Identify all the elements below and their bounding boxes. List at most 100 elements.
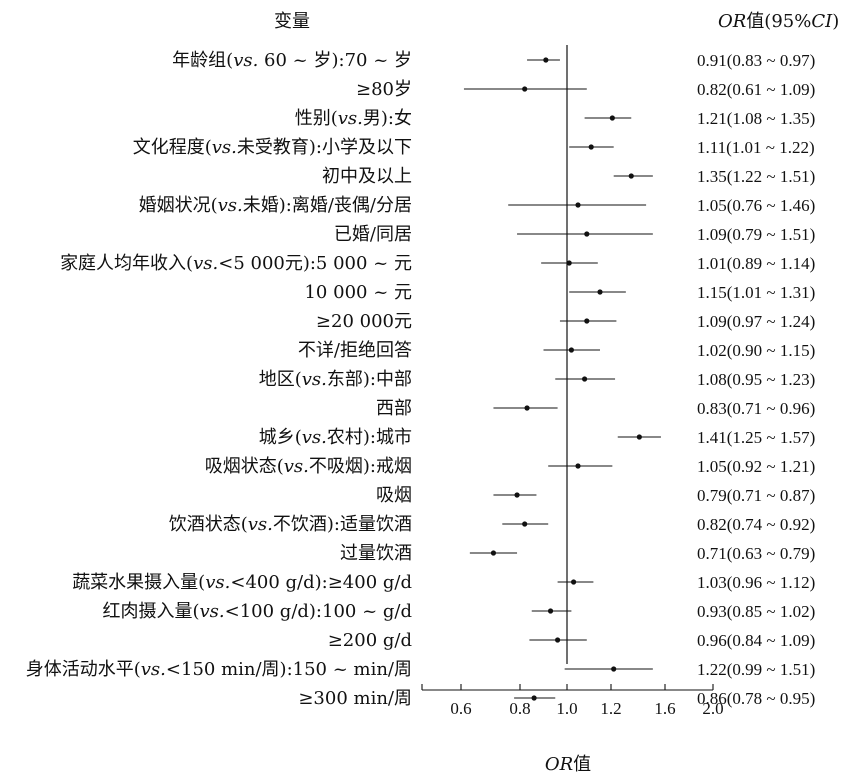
row-label: 家庭人均年收入(vs.<5 000元):5 000 ~ 元 — [60, 253, 412, 274]
or-ci-value: 1.01(0.89 ~ 1.14) — [697, 254, 815, 273]
or-point — [582, 376, 588, 382]
forest-row: ≥200 g/d 0.96(0.84 ~ 1.09) — [328, 630, 816, 651]
x-axis-title: OR值 — [545, 754, 591, 775]
row-label: 西部 — [376, 398, 412, 419]
or-ci-value: 1.09(0.97 ~ 1.24) — [697, 312, 815, 331]
or-ci-header-mid: 值(95% — [746, 11, 811, 32]
x-axis-title-or: OR — [545, 754, 573, 775]
or-point — [543, 57, 549, 63]
row-label: 吸烟 — [376, 485, 412, 506]
variable-column-header: 变量 — [274, 11, 310, 32]
row-label: ≥200 g/d — [328, 630, 412, 651]
or-ci-value: 0.71(0.63 ~ 0.79) — [697, 544, 815, 563]
or-ci-value: 0.86(0.78 ~ 0.95) — [697, 689, 815, 708]
row-label: 蔬菜水果摄入量(vs.<400 g/d):≥400 g/d — [72, 572, 412, 593]
or-point — [524, 405, 530, 411]
or-ci-value: 1.03(0.96 ~ 1.12) — [697, 573, 815, 592]
forest-row: 吸烟状态(vs.不吸烟):戒烟 1.05(0.92 ~ 1.21) — [205, 456, 816, 477]
or-ci-value: 1.41(1.25 ~ 1.57) — [697, 428, 815, 447]
forest-rows: 年龄组(vs. 60 ~ 岁):70 ~ 岁 0.91(0.83 ~ 0.97) ≥… — [26, 45, 816, 709]
or-point — [514, 492, 520, 498]
forest-row: 10 000 ~ 元 1.15(1.01 ~ 1.31) — [304, 282, 815, 303]
forest-row: 饮酒状态(vs.不饮酒):适量饮酒 0.82(0.74 ~ 0.92) — [169, 514, 816, 535]
or-point — [555, 637, 561, 643]
or-ci-header-suffix: ) — [832, 11, 839, 32]
or-ci-value: 1.15(1.01 ~ 1.31) — [697, 283, 815, 302]
or-ci-value: 0.93(0.85 ~ 1.02) — [697, 602, 815, 621]
or-point — [568, 347, 575, 353]
row-label: 年龄组(vs. 60 ~ 岁):70 ~ 岁 — [172, 50, 412, 71]
forest-row: 文化程度(vs.未受教育):小学及以下 1.11(1.01 ~ 1.22) — [133, 137, 815, 158]
or-ci-header-ci: CI — [811, 11, 833, 32]
or-point — [490, 550, 497, 556]
forest-row: 年龄组(vs. 60 ~ 岁):70 ~ 岁 0.91(0.83 ~ 0.97) — [172, 50, 815, 71]
forest-row: 红肉摄入量(vs.<100 g/d):100 ~ g/d 0.93(0.85 ~ … — [102, 601, 815, 622]
or-ci-value: 1.05(0.92 ~ 1.21) — [697, 457, 815, 476]
or-point — [597, 289, 603, 295]
row-label: 饮酒状态(vs.不饮酒):适量饮酒 — [169, 514, 412, 535]
row-label: ≥80岁 — [356, 79, 412, 100]
or-point — [628, 173, 634, 179]
row-label: 红肉摄入量(vs.<100 g/d):100 ~ g/d — [102, 601, 412, 622]
or-point — [575, 463, 581, 469]
or-ci-value: 1.08(0.95 ~ 1.23) — [697, 370, 815, 389]
or-ci-value: 0.96(0.84 ~ 1.09) — [697, 631, 815, 650]
forest-row: 蔬菜水果摄入量(vs.<400 g/d):≥400 g/d 1.03(0.96 ~… — [72, 572, 815, 593]
or-ci-value: 1.02(0.90 ~ 1.15) — [697, 341, 815, 360]
forest-row: ≥300 min/周 0.86(0.78 ~ 0.95) — [298, 688, 815, 709]
row-label: 城乡(vs.农村):城市 — [259, 427, 412, 448]
or-point — [611, 666, 617, 672]
or-point — [636, 434, 642, 440]
or-ci-value: 1.09(0.79 ~ 1.51) — [697, 225, 815, 244]
x-tick-label: 2.0 — [702, 699, 723, 718]
forest-row: 已婚/同居 1.09(0.79 ~ 1.51) — [334, 224, 815, 245]
x-tick-label: 0.6 — [450, 699, 471, 718]
or-ci-column-header: OR值(95%CI) — [718, 11, 839, 32]
forest-row: 身体活动水平(vs.<150 min/周):150 ~ min/周 1.22(0.… — [26, 659, 816, 680]
row-label: 婚姻状况(vs.未婚):离婚/丧偶/分居 — [139, 195, 412, 216]
or-ci-value: 1.21(1.08 ~ 1.35) — [697, 109, 815, 128]
or-ci-value: 0.83(0.71 ~ 0.96) — [697, 399, 815, 418]
forest-row: 性别(vs.男):女 1.21(1.08 ~ 1.35) — [295, 108, 816, 129]
or-ci-value: 1.05(0.76 ~ 1.46) — [697, 196, 815, 215]
or-ci-header-or: OR — [718, 11, 746, 32]
row-label: 性别(vs.男):女 — [295, 108, 412, 129]
row-label: 不详/拒绝回答 — [298, 340, 412, 361]
or-point — [522, 86, 528, 92]
row-label: 地区(vs.东部):中部 — [259, 369, 412, 390]
forest-row: 吸烟 0.79(0.71 ~ 0.87) — [376, 485, 815, 506]
x-tick-label: 1.6 — [654, 699, 675, 718]
row-label: 过量饮酒 — [340, 543, 412, 564]
forest-row: ≥20 000元 1.09(0.97 ~ 1.24) — [316, 311, 815, 332]
x-tick-label: 0.8 — [509, 699, 530, 718]
x-tick-label: 1.2 — [600, 699, 621, 718]
or-ci-value: 0.79(0.71 ~ 0.87) — [697, 486, 815, 505]
or-ci-value: 1.11(1.01 ~ 1.22) — [697, 138, 815, 157]
forest-row: 家庭人均年收入(vs.<5 000元):5 000 ~ 元 1.01(0.89 ~… — [60, 253, 815, 274]
or-ci-value: 0.91(0.83 ~ 0.97) — [697, 51, 815, 70]
forest-row: ≥80岁 0.82(0.61 ~ 1.09) — [356, 79, 815, 100]
or-point — [609, 115, 615, 121]
row-label: 吸烟状态(vs.不吸烟):戒烟 — [205, 456, 412, 477]
forest-row: 不详/拒绝回答 1.02(0.90 ~ 1.15) — [298, 340, 815, 361]
or-point — [531, 695, 537, 701]
or-point — [571, 579, 577, 585]
forest-row: 地区(vs.东部):中部 1.08(0.95 ~ 1.23) — [259, 369, 816, 390]
x-axis: 0.6 0.8 1.0 1.2 1.6 2.0 — [421, 684, 724, 718]
forest-row: 初中及以上 1.35(1.22 ~ 1.51) — [322, 166, 815, 187]
or-point — [566, 260, 572, 266]
or-point — [575, 202, 581, 208]
forest-row: 城乡(vs.农村):城市 1.41(1.25 ~ 1.57) — [259, 427, 816, 448]
forest-row: 婚姻状况(vs.未婚):离婚/丧偶/分居 1.05(0.76 ~ 1.46) — [139, 195, 816, 216]
or-point — [547, 608, 554, 614]
or-ci-value: 0.82(0.61 ~ 1.09) — [697, 80, 815, 99]
row-label: ≥20 000元 — [316, 311, 412, 332]
x-tick-label: 1.0 — [556, 699, 577, 718]
row-label: 文化程度(vs.未受教育):小学及以下 — [133, 137, 412, 158]
or-point — [522, 521, 528, 527]
forest-row: 西部 0.83(0.71 ~ 0.96) — [376, 398, 815, 419]
or-point — [584, 231, 590, 237]
or-ci-value: 0.82(0.74 ~ 0.92) — [697, 515, 815, 534]
or-ci-value: 1.35(1.22 ~ 1.51) — [697, 167, 815, 186]
